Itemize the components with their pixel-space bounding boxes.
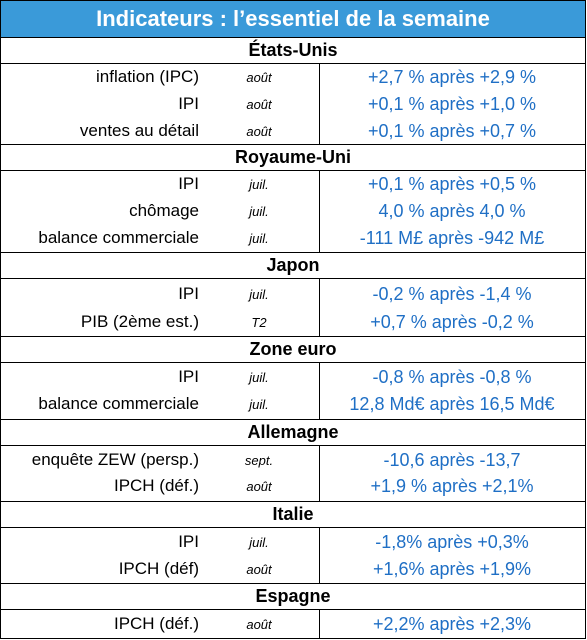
indicator-value: +1,6% après +1,9% [372, 558, 532, 579]
section-block-italie: IPI juil. -1,8% après +0,3% IPCH (déf) a… [1, 528, 585, 584]
section-block-japon: IPI juil. -0,2 % après -1,4 % PIB (2ème … [1, 279, 585, 337]
indicator-label: IPI [178, 174, 199, 193]
period-label: août [246, 69, 272, 85]
table-row: IPI juil. +0,1 % après +0,5 % [1, 171, 585, 197]
indicator-label: balance commerciale [38, 228, 199, 247]
period-label: août [246, 123, 272, 139]
period-label: juil. [249, 369, 269, 385]
section-header-etats-unis: États-Unis [1, 38, 585, 64]
column-divider [319, 279, 320, 336]
table-row: IPI août +0,1 % après +1,0 % [1, 91, 585, 117]
table-row: IPI juil. -0,2 % après -1,4 % [1, 281, 585, 307]
period-label: août [246, 478, 272, 494]
indicator-label: inflation (IPC) [96, 67, 199, 86]
period-label: août [246, 96, 272, 112]
indicator-value: +1,9 % après +2,1% [370, 475, 534, 496]
table-row: balance commerciale juil. -111 M£ après … [1, 225, 585, 251]
section-block-zone-euro: IPI juil. -0,8 % après -0,8 % balance co… [1, 363, 585, 420]
section-block-allemagne: enquête ZEW (persp.) sept. -10,6 après -… [1, 446, 585, 502]
period-label: juil. [249, 396, 269, 412]
table-row: IPCH (déf.) août +2,2% après +2,3% [1, 611, 585, 637]
indicator-label: IPCH (déf.) [113, 614, 199, 633]
indicator-value: +2,7 % après +2,9 % [367, 66, 537, 87]
period-label: sept. [244, 452, 274, 468]
indicator-label: IPI [178, 367, 199, 386]
table-row: PIB (2ème est.) T2 +0,7 % après -0,2 % [1, 309, 585, 335]
column-divider [319, 446, 320, 501]
period-label: juil. [249, 230, 269, 246]
indicator-value: -1,8% après +0,3% [375, 531, 529, 552]
table-row: IPI juil. -1,8% après +0,3% [1, 529, 585, 555]
indicator-value: +0,7 % après -0,2 % [370, 311, 534, 332]
table-row: enquête ZEW (persp.) sept. -10,6 après -… [1, 447, 585, 473]
column-divider [319, 610, 320, 638]
indicator-value: -0,2 % après -1,4 % [372, 283, 532, 304]
table-row: ventes au détail août +0,1 % après +0,7 … [1, 118, 585, 144]
period-label: août [246, 561, 272, 577]
table-row: IPI juil. -0,8 % après -0,8 % [1, 364, 585, 390]
indicator-label: PIB (2ème est.) [80, 312, 199, 331]
column-divider [319, 171, 320, 252]
indicator-value: +0,1 % après +0,5 % [367, 173, 537, 194]
column-divider [319, 64, 320, 144]
period-label: T2 [251, 314, 267, 330]
table-row: inflation (IPC) août +2,7 % après +2,9 % [1, 64, 585, 90]
section-block-royaume-uni: IPI juil. +0,1 % après +0,5 % chômage ju… [1, 171, 585, 253]
indicator-label: IPCH (déf) [118, 559, 199, 578]
section-header-japon: Japon [1, 253, 585, 279]
indicator-label: IPI [178, 284, 199, 303]
indicator-label: IPCH (déf.) [113, 476, 199, 495]
indicator-label: enquête ZEW (persp.) [31, 450, 199, 469]
column-divider [319, 363, 320, 419]
section-header-espagne: Espagne [1, 584, 585, 610]
table-row: IPCH (déf.) août +1,9 % après +2,1% [1, 473, 585, 499]
period-label: août [246, 616, 272, 632]
section-header-zone-euro: Zone euro [1, 337, 585, 363]
period-label: juil. [249, 203, 269, 219]
indicator-value: -10,6 après -13,7 [383, 449, 521, 470]
indicator-value: +2,2% après +2,3% [372, 613, 532, 634]
indicator-value: +0,1 % après +0,7 % [367, 120, 537, 141]
section-header-royaume-uni: Royaume-Uni [1, 145, 585, 171]
indicator-label: balance commerciale [38, 394, 199, 413]
section-header-italie: Italie [1, 502, 585, 528]
table-row: chômage juil. 4,0 % après 4,0 % [1, 198, 585, 224]
indicator-value: -0,8 % après -0,8 % [372, 366, 532, 387]
column-divider [319, 528, 320, 583]
indicator-value: 12,8 Md€ après 16,5 Md€ [349, 393, 555, 414]
period-label: juil. [249, 286, 269, 302]
indicator-value: 4,0 % après 4,0 % [378, 200, 526, 221]
indicator-value: -111 M£ après -942 M£ [359, 227, 545, 248]
indicator-label: ventes au détail [79, 121, 199, 140]
section-block-etats-unis: inflation (IPC) août +2,7 % après +2,9 %… [1, 64, 585, 145]
indicator-label: chômage [129, 201, 199, 220]
table-row: balance commerciale juil. 12,8 Md€ après… [1, 391, 585, 417]
section-block-espagne: IPCH (déf.) août +2,2% après +2,3% [1, 610, 585, 638]
section-header-allemagne: Allemagne [1, 420, 585, 446]
indicator-label: IPI [178, 532, 199, 551]
period-label: juil. [249, 176, 269, 192]
period-label: juil. [249, 534, 269, 550]
table-row: IPCH (déf) août +1,6% après +1,9% [1, 556, 585, 582]
indicator-label: IPI [178, 94, 199, 113]
indicator-value: +0,1 % après +1,0 % [367, 93, 537, 114]
table-title: Indicateurs : l’essentiel de la semaine [1, 1, 585, 38]
